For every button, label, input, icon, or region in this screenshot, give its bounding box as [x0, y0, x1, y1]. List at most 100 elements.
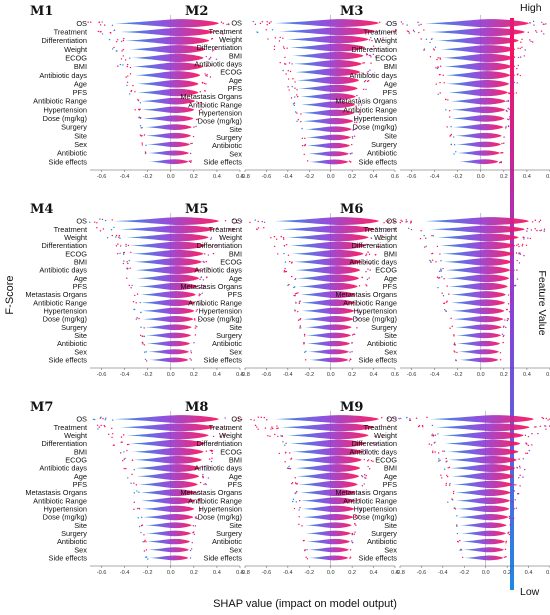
- sample-dot: [442, 450, 444, 452]
- feature-label: Treatment: [54, 225, 87, 234]
- sample-dot: [377, 47, 380, 50]
- x-tick-label: 0.6: [391, 372, 399, 378]
- violin-weight: [286, 431, 369, 440]
- x-tick-label: 0.4: [523, 174, 531, 180]
- sample-dot: [374, 450, 377, 453]
- sample-dot: [511, 82, 514, 84]
- sample-dot: [508, 531, 510, 533]
- sample-dot: [120, 436, 123, 438]
- sample-dot: [201, 467, 204, 469]
- sample-dot: [380, 238, 382, 240]
- sample-dot: [204, 90, 206, 92]
- x-tick-label: -0.8: [240, 174, 250, 180]
- sample-dot: [253, 419, 255, 421]
- sample-dot: [388, 31, 390, 34]
- sample-dot: [126, 277, 128, 279]
- sample-dot: [305, 556, 307, 559]
- sample-dot: [115, 236, 117, 238]
- violin-site: [305, 126, 352, 133]
- sample-dot: [113, 226, 115, 229]
- sample-dot: [533, 24, 535, 26]
- sample-dot: [362, 492, 365, 494]
- sample-dot: [353, 533, 355, 535]
- sample-dot: [503, 142, 505, 144]
- sample-dot: [96, 222, 98, 224]
- sample-dot: [437, 93, 439, 96]
- sample-dot: [300, 113, 302, 115]
- sample-dot: [391, 416, 394, 419]
- sample-dot: [429, 41, 431, 44]
- sample-dot: [351, 137, 354, 139]
- sample-dot: [349, 556, 352, 558]
- sample-dot: [547, 419, 549, 421]
- sample-dot: [527, 31, 529, 33]
- sample-dot: [193, 533, 195, 536]
- sample-dot: [446, 474, 448, 477]
- feature-label: ECOG: [375, 456, 397, 465]
- sample-dot: [290, 457, 293, 459]
- feature-label: Site: [74, 331, 87, 340]
- sample-dot: [437, 66, 439, 68]
- sample-dot: [531, 444, 533, 446]
- sample-dot: [96, 424, 99, 426]
- feature-label: Surgery: [216, 331, 242, 340]
- sample-dot: [143, 335, 146, 338]
- violin-bmi: [443, 62, 512, 71]
- sample-dot: [257, 416, 260, 418]
- feature-label: Antibiotic Range: [343, 298, 397, 307]
- sample-dot: [138, 525, 141, 528]
- sample-dot: [432, 435, 435, 437]
- sample-dot: [294, 111, 297, 113]
- feature-label: Sex: [229, 149, 242, 158]
- sample-dot: [288, 465, 290, 468]
- sample-dot: [354, 523, 356, 525]
- sample-dot: [417, 21, 419, 24]
- sample-dot: [223, 433, 225, 435]
- sample-dot: [122, 64, 124, 66]
- sample-dot: [434, 451, 436, 453]
- sample-dot: [534, 426, 536, 428]
- feature-label: Sex: [74, 347, 87, 356]
- sample-dot: [132, 84, 134, 87]
- sample-dot: [205, 55, 208, 58]
- panel-m5: M5OSTreatmentWeightDifferentiationBMIECO…: [180, 202, 402, 378]
- sample-dot: [290, 275, 293, 278]
- sample-dot: [105, 417, 107, 419]
- panel-label: M6: [340, 202, 363, 217]
- sample-dot: [456, 351, 458, 354]
- sample-dot: [527, 444, 530, 447]
- violin-surgery: [455, 324, 502, 331]
- sample-dot: [266, 419, 268, 421]
- sample-dot: [126, 63, 129, 66]
- sample-dot: [448, 466, 451, 468]
- sample-dot: [140, 311, 142, 314]
- sample-dot: [360, 509, 363, 512]
- sample-dot: [508, 533, 511, 536]
- feature-label: Differentiation: [42, 36, 87, 45]
- violin-age: [446, 274, 510, 283]
- violin-antibiotic: [457, 150, 500, 156]
- sample-dot: [534, 228, 536, 230]
- sample-dot: [291, 261, 293, 263]
- sample-dot: [453, 490, 455, 493]
- sample-dot: [92, 418, 95, 421]
- sample-dot: [89, 221, 91, 224]
- violin-weight: [286, 35, 369, 44]
- feature-label: Weight: [219, 35, 242, 44]
- sample-dot: [516, 244, 518, 247]
- sample-dot: [438, 73, 441, 76]
- feature-label: Site: [229, 323, 242, 332]
- sample-dot: [380, 424, 383, 427]
- sample-dot: [270, 428, 272, 430]
- sample-dot: [200, 276, 203, 278]
- sample-dot: [442, 295, 445, 297]
- sample-dot: [112, 433, 114, 435]
- sample-dot: [140, 531, 142, 534]
- x-tick-label: -0.4: [430, 372, 440, 378]
- sample-dot: [133, 501, 135, 504]
- sample-dot: [523, 468, 526, 471]
- feature-label: Side effects: [359, 356, 398, 365]
- sample-dot: [450, 143, 453, 146]
- sample-dot: [208, 267, 210, 270]
- sample-dot: [349, 358, 352, 360]
